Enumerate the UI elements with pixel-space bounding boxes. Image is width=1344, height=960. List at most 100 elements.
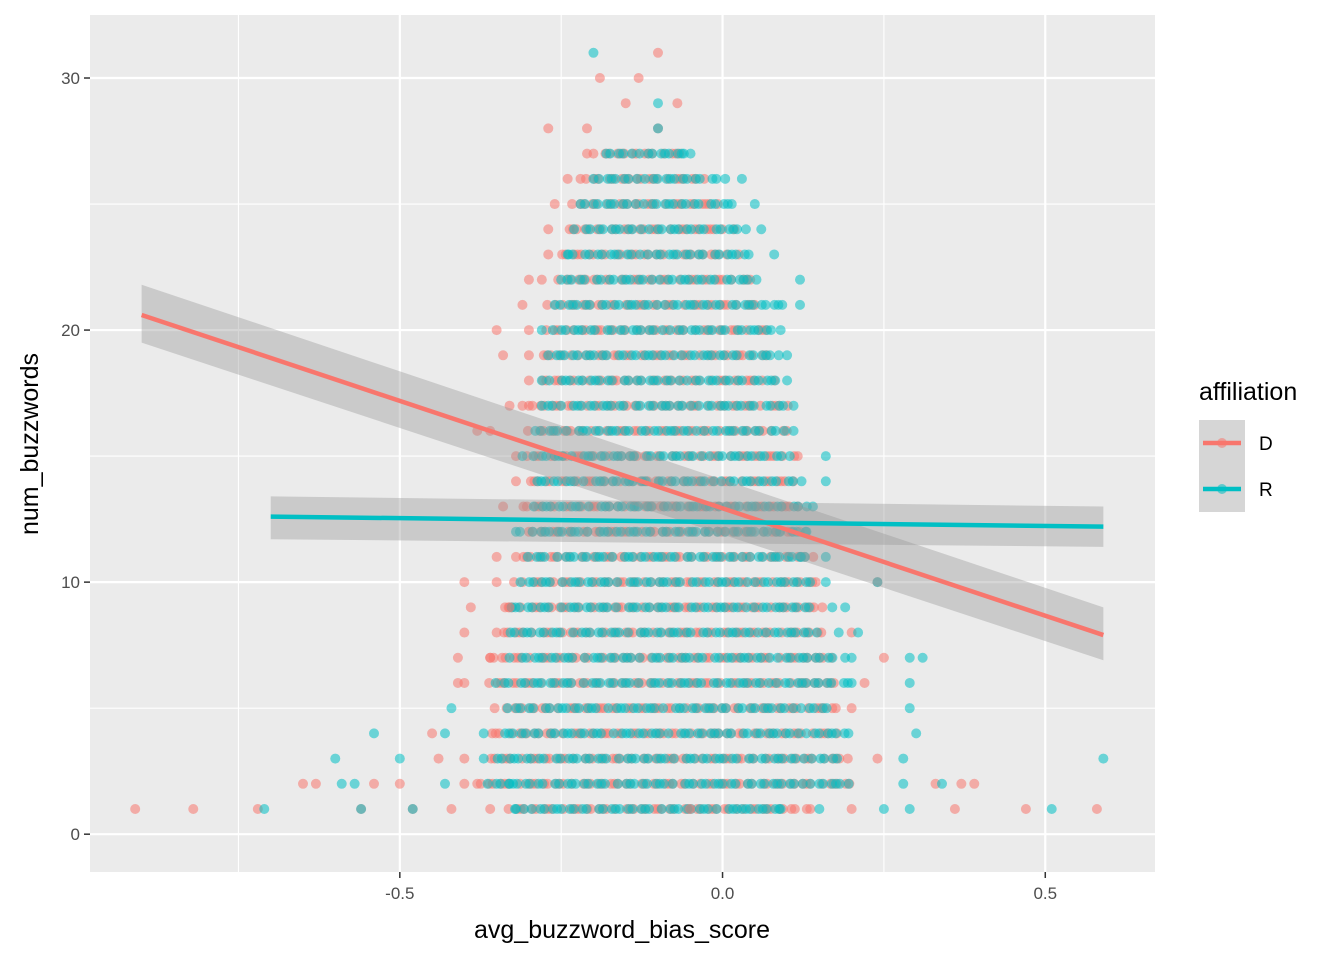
data-point xyxy=(672,299,683,310)
data-point xyxy=(969,778,980,789)
data-point xyxy=(676,350,687,361)
data-point xyxy=(310,778,321,789)
data-point xyxy=(709,274,720,285)
data-point xyxy=(369,778,379,789)
data-point xyxy=(814,728,825,739)
data-point xyxy=(571,299,582,310)
data-point xyxy=(583,778,594,789)
data-point xyxy=(726,652,737,663)
data-point xyxy=(538,627,549,638)
data-point xyxy=(730,249,741,260)
data-point xyxy=(557,577,568,588)
data-point xyxy=(749,602,760,613)
data-point xyxy=(656,551,667,562)
data-point xyxy=(1091,803,1102,814)
data-point xyxy=(744,803,755,814)
data-point xyxy=(394,778,405,789)
data-point xyxy=(623,173,634,184)
data-point xyxy=(620,98,631,109)
data-point xyxy=(572,350,583,361)
data-point xyxy=(495,778,506,789)
data-point xyxy=(459,753,470,764)
data-point xyxy=(440,728,450,739)
data-point xyxy=(536,325,547,336)
data-point xyxy=(459,627,470,638)
data-point xyxy=(646,501,657,512)
data-point xyxy=(566,274,577,285)
data-point xyxy=(615,526,626,537)
data-point xyxy=(631,602,642,613)
data-point xyxy=(684,652,695,663)
data-point xyxy=(737,703,748,714)
data-point xyxy=(696,728,707,739)
data-point xyxy=(720,173,731,184)
data-point xyxy=(718,350,729,361)
data-point xyxy=(440,778,450,789)
data-point xyxy=(741,425,752,436)
data-point xyxy=(742,728,753,739)
data-point xyxy=(575,199,586,210)
data-point xyxy=(691,577,702,588)
y-tick-label: 0 xyxy=(71,825,80,844)
data-point xyxy=(672,98,683,109)
data-point xyxy=(792,501,803,512)
data-point xyxy=(805,577,816,588)
data-point xyxy=(782,350,793,361)
fit-line-D xyxy=(140,312,1105,638)
data-point xyxy=(673,224,684,235)
data-point xyxy=(498,501,509,512)
data-point xyxy=(770,375,781,386)
data-point xyxy=(567,652,578,663)
data-point xyxy=(407,803,418,814)
data-point xyxy=(736,325,747,336)
data-point xyxy=(588,47,599,58)
data-point xyxy=(654,274,665,285)
data-point xyxy=(498,350,509,361)
data-point xyxy=(647,400,658,411)
data-point xyxy=(475,778,486,789)
data-point xyxy=(645,451,656,462)
data-point xyxy=(645,577,656,588)
data-point xyxy=(720,526,731,537)
data-point xyxy=(634,652,645,663)
data-point xyxy=(491,577,502,588)
legend: affiliation D R xyxy=(1199,378,1297,512)
data-point xyxy=(904,652,915,663)
data-point xyxy=(714,627,725,638)
data-point xyxy=(796,476,807,487)
data-point xyxy=(576,400,587,411)
data-point xyxy=(790,753,801,764)
data-point xyxy=(775,803,786,814)
data-point xyxy=(552,425,563,436)
data-point xyxy=(502,703,513,714)
data-point xyxy=(771,677,782,688)
data-point xyxy=(603,577,614,588)
data-point xyxy=(611,602,622,613)
data-point xyxy=(904,803,915,814)
data-point xyxy=(554,778,565,789)
data-point xyxy=(669,173,680,184)
data-point xyxy=(581,803,592,814)
data-point xyxy=(674,526,685,537)
data-point xyxy=(748,400,759,411)
data-point xyxy=(528,451,539,462)
data-point xyxy=(846,652,857,663)
data-point xyxy=(589,325,600,336)
data-point xyxy=(629,778,640,789)
data-point xyxy=(772,652,783,663)
data-point xyxy=(518,803,529,814)
data-point xyxy=(496,753,507,764)
data-point xyxy=(536,677,547,688)
data-point xyxy=(522,551,533,562)
data-point xyxy=(689,753,700,764)
data-point xyxy=(561,425,572,436)
data-point xyxy=(701,753,712,764)
data-point xyxy=(730,778,741,789)
data-point xyxy=(589,400,600,411)
legend-key-point-R xyxy=(1217,484,1227,494)
data-point xyxy=(802,627,813,638)
data-point xyxy=(584,627,595,638)
data-point xyxy=(670,476,681,487)
data-point xyxy=(525,753,536,764)
data-point xyxy=(581,425,592,436)
